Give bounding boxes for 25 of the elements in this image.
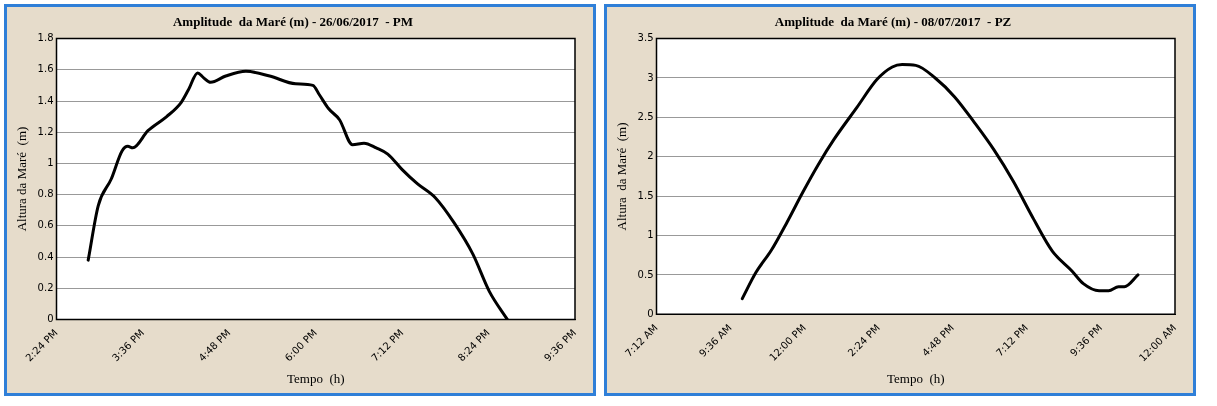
chart-title: Amplitude da Maré (m) - 08/07/2017 - PZ	[774, 14, 1012, 30]
y-tick-label: 1.6	[37, 63, 54, 75]
y-tick-label: 0.6	[37, 219, 54, 231]
y-tick-label: 3	[647, 71, 654, 83]
y-tick-label: 0	[47, 313, 54, 325]
y-tick-label: 0.5	[637, 268, 654, 280]
y-tick-label: 1.4	[37, 94, 54, 106]
y-tick-label: 3.5	[637, 32, 654, 44]
chart-title: Amplitude da Maré (m) - 26/06/2017 - PM	[172, 14, 414, 30]
y-tick-label: 1.8	[37, 32, 54, 44]
y-tick-label: 0.2	[37, 281, 54, 293]
y-tick-label: 2.5	[637, 110, 654, 122]
y-tick-label: 1	[647, 229, 654, 241]
y-tick-label: 1.5	[637, 189, 654, 201]
x-axis-title: Tempo (h)	[286, 370, 345, 386]
y-tick-label: 0.8	[37, 188, 54, 200]
y-tick-label: 2	[647, 150, 654, 162]
y-axis-title: Altura da Maré (m)	[614, 122, 630, 231]
y-axis-title: Altura da Maré (m)	[14, 126, 30, 232]
y-tick-label: 1.2	[37, 125, 54, 137]
y-tick-label: 0.4	[37, 250, 54, 262]
line-series	[740, 63, 1140, 301]
x-axis-title: Tempo (h)	[886, 370, 945, 386]
y-tick-label: 0	[647, 307, 654, 319]
y-tick-label: 1	[47, 157, 54, 168]
